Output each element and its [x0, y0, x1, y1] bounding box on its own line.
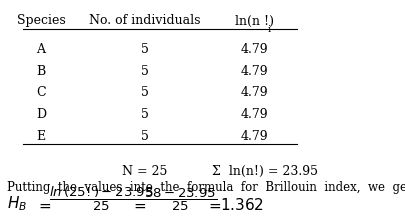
- Text: Σ  ln(n!) = 23.95: Σ ln(n!) = 23.95: [212, 165, 318, 178]
- Text: $\dfrac{ln\,(25!)-23.95}{25}$: $\dfrac{ln\,(25!)-23.95}{25}$: [49, 185, 154, 213]
- Text: 4.79: 4.79: [241, 43, 269, 56]
- Text: $\dfrac{58-23.95}{25}$: $\dfrac{58-23.95}{25}$: [144, 187, 217, 213]
- Text: 4.79: 4.79: [241, 86, 269, 99]
- Text: 5: 5: [141, 86, 149, 99]
- Text: ln(n !): ln(n !): [235, 15, 274, 27]
- Text: 5: 5: [141, 65, 149, 78]
- Text: i: i: [268, 25, 271, 34]
- Text: B: B: [36, 65, 46, 78]
- Text: $1.362$: $1.362$: [220, 197, 264, 213]
- Text: C: C: [36, 86, 46, 99]
- Text: 5: 5: [141, 43, 149, 56]
- Text: 4.79: 4.79: [241, 65, 269, 78]
- Text: N = 25: N = 25: [122, 165, 168, 178]
- Text: A: A: [36, 43, 46, 56]
- Text: D: D: [36, 108, 46, 121]
- Text: 4.79: 4.79: [241, 130, 269, 143]
- Text: Species: Species: [17, 15, 66, 27]
- Text: $=$: $=$: [207, 198, 223, 213]
- Text: $=$: $=$: [131, 198, 147, 213]
- Text: 4.79: 4.79: [241, 108, 269, 121]
- Text: 5: 5: [141, 108, 149, 121]
- Text: 5: 5: [141, 130, 149, 143]
- Text: E: E: [36, 130, 46, 143]
- Text: No. of individuals: No. of individuals: [89, 15, 200, 27]
- Text: $H_B$: $H_B$: [8, 194, 28, 213]
- Text: $=$: $=$: [36, 198, 53, 213]
- Text: Putting  the  values  into  the  formula  for  Brillouin  index,  we  get: Putting the values into the formula for …: [8, 181, 405, 194]
